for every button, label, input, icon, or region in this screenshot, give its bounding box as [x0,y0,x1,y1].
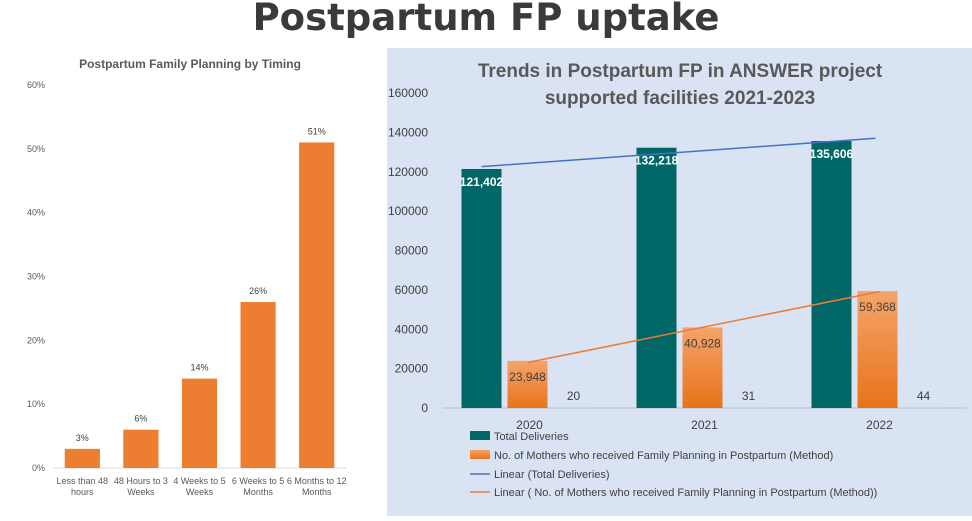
y-tick-label: 60% [27,80,45,90]
bar-total-deliveries [636,147,677,409]
y-tick-label: 20% [27,335,45,345]
legend-swatch [470,431,490,440]
y-tick-label: 100000 [388,204,428,218]
y-tick-label: 160000 [388,86,428,100]
chart-title: Trends in Postpartum FP in ANSWER projec… [478,61,883,82]
data-label: 135,606 [810,147,854,161]
bar-small-series [553,407,594,408]
legend-label: Linear (Total Deliveries) [494,469,610,481]
data-label: 26% [249,286,267,296]
data-label: 59,368 [859,300,896,314]
data-label: 3% [76,433,89,443]
data-label: 6% [134,414,147,424]
page-title: Postpartum FP uptake [252,0,720,39]
y-tick-label: 40% [27,208,45,218]
bar-fp-mothers [857,291,898,408]
bar-small-series [903,407,944,408]
x-tick-label: 6 Weeks to 5 [232,476,284,486]
y-tick-label: 80000 [395,244,429,258]
timing-chart-svg: Postpartum Family Planning by Timing 0% 10… [27,57,347,497]
x-tick-label: Less than 48 [57,476,109,486]
y-tick-label: 120000 [388,165,428,179]
x-tick-label: 6 Months to 12 [287,476,347,486]
data-label: 121,402 [460,175,504,189]
y-tick-label: 40000 [395,322,429,336]
x-tick-label: 2020 [516,418,543,432]
bar-fp-mothers [682,327,723,408]
legend-swatch [470,450,490,459]
data-label: 132,218 [635,154,679,168]
data-label: 40,928 [684,336,721,350]
chart-title: supported facilities 2021-2023 [545,88,815,109]
x-tick-label: 4 Weeks to 5 [173,476,225,486]
x-tick-label: Weeks [127,487,155,497]
chart-title: Postpartum Family Planning by Timing [79,57,301,71]
trendline [481,137,876,168]
trendline [527,290,880,364]
y-tick-label: 50% [27,144,45,154]
legend-label: Total Deliveries [494,431,569,443]
data-label: 20 [567,389,581,403]
bar-fp-mothers [507,360,548,408]
data-label: 44 [917,389,931,403]
legend-label: Linear ( No. of Mothers who received Fam… [494,487,877,499]
bar-small-series [728,407,769,408]
data-label: 51% [308,126,326,136]
y-tick-label: 140000 [388,125,428,139]
data-label: 31 [742,389,756,403]
bar [64,448,100,468]
trends-chart-svg: Trends in Postpartum FP in ANSWER projec… [388,61,967,499]
x-tick-label: 48 Hours to 3 [114,476,168,486]
y-tick-label: 0% [32,463,45,473]
x-tick-label: hours [71,487,94,497]
trends-chart-panel: Trends in Postpartum FP in ANSWER projec… [387,48,972,516]
x-tick-label: Months [243,487,273,497]
y-tick-label: 60000 [395,283,429,297]
data-label: 14% [190,363,208,373]
x-tick-label: Weeks [186,487,214,497]
y-tick-label: 30% [27,272,45,282]
bar [123,429,159,468]
bar [181,378,218,468]
bar [240,302,276,468]
timing-bar-chart: Postpartum Family Planning by Timing 0% 10… [0,48,380,516]
y-tick-label: 0 [421,401,428,415]
bar [299,142,335,468]
bar-total-deliveries [461,168,502,408]
x-tick-label: Months [302,487,332,497]
y-tick-label: 10% [27,399,45,409]
legend-label: No. of Mothers who received Family Plann… [494,450,833,462]
data-label: 23,948 [509,370,546,384]
x-tick-label: 2022 [866,418,893,432]
y-tick-label: 20000 [395,362,429,376]
bar-total-deliveries [811,141,852,408]
x-tick-label: 2021 [691,418,718,432]
